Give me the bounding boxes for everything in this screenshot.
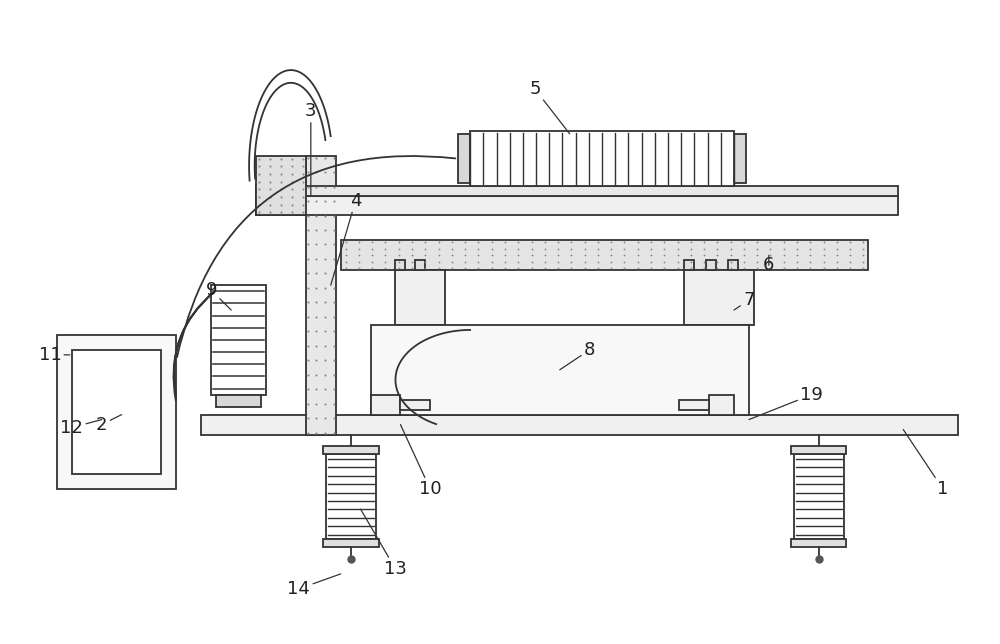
Text: 7: 7 (734, 291, 755, 310)
Text: 12: 12 (60, 419, 102, 437)
Bar (734, 134, 746, 183)
Bar (371, 395, 400, 415)
Bar (794, 455, 844, 539)
Bar (458, 134, 470, 183)
Bar (341, 240, 868, 270)
Bar (684, 270, 754, 325)
Text: 9: 9 (206, 281, 231, 310)
Text: 1: 1 (903, 430, 949, 498)
Bar (791, 446, 846, 455)
Bar (470, 131, 734, 185)
Bar (256, 185, 898, 196)
Bar (323, 539, 379, 547)
Text: 19: 19 (749, 386, 823, 420)
Bar (415, 260, 425, 270)
Bar (395, 260, 405, 270)
Bar (201, 415, 958, 435)
Bar (791, 539, 846, 547)
Bar (57, 335, 176, 489)
Bar (679, 400, 709, 410)
Text: 4: 4 (331, 191, 361, 285)
Text: 8: 8 (560, 341, 595, 370)
Text: 13: 13 (361, 509, 407, 578)
Text: 3: 3 (305, 102, 317, 196)
Bar (216, 395, 261, 406)
Bar (72, 350, 161, 475)
Bar (256, 196, 898, 216)
Text: 11: 11 (39, 346, 70, 364)
Bar (400, 400, 430, 410)
Bar (709, 395, 734, 415)
Bar (306, 156, 336, 435)
Bar (323, 446, 379, 455)
Bar (211, 285, 266, 395)
Text: 5: 5 (529, 80, 570, 134)
Bar (395, 270, 445, 325)
Bar (706, 260, 716, 270)
Bar (684, 260, 694, 270)
Bar (256, 156, 306, 216)
Bar (371, 325, 749, 415)
Text: 2: 2 (96, 415, 122, 433)
Bar (326, 455, 376, 539)
Text: 14: 14 (287, 574, 341, 598)
Text: 6: 6 (763, 255, 775, 274)
Bar (728, 260, 738, 270)
Text: 10: 10 (400, 424, 442, 498)
